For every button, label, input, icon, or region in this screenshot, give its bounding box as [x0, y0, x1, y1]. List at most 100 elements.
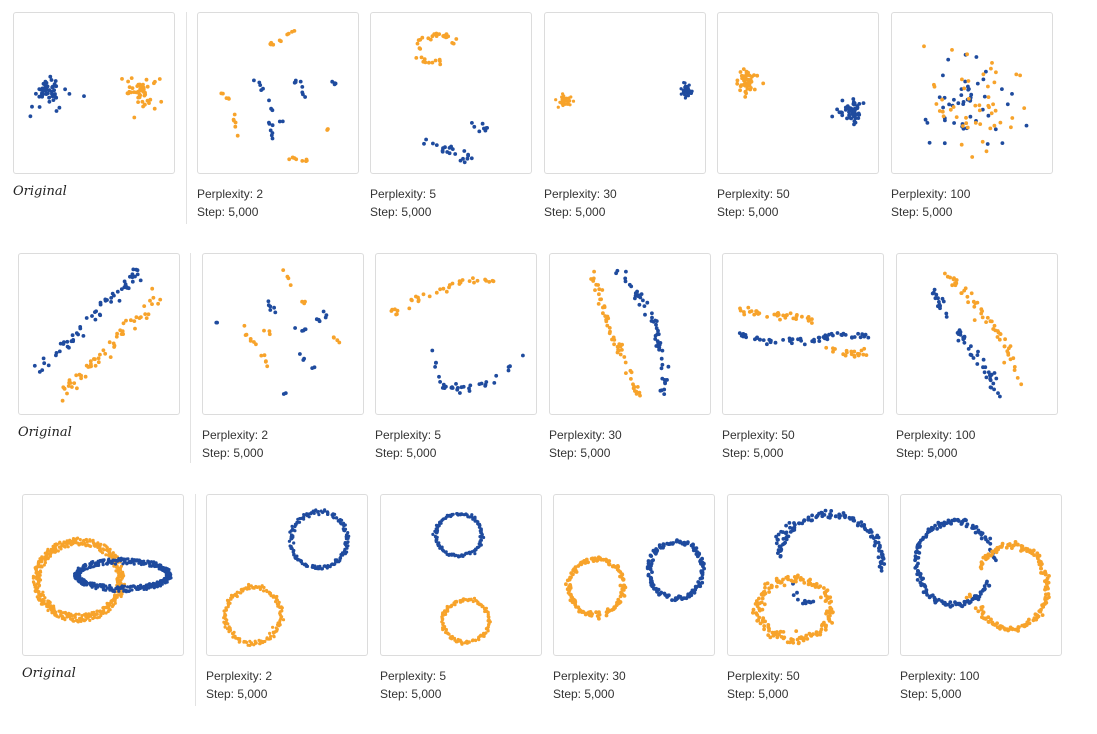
blue-point	[341, 553, 345, 557]
blue-point	[334, 516, 339, 520]
tsne-plot-p2	[197, 12, 359, 174]
orange-point	[561, 100, 565, 104]
blue-point	[660, 376, 665, 381]
blue-point	[810, 518, 814, 523]
orange-point	[278, 610, 282, 614]
blue-point	[981, 365, 985, 370]
blue-point	[65, 339, 70, 344]
blue-point	[852, 335, 857, 339]
orange-point	[438, 287, 442, 292]
original-plot-linked-rings	[22, 494, 184, 656]
orange-point	[992, 323, 997, 328]
blue-point	[975, 353, 980, 357]
orange-point	[83, 374, 88, 379]
orange-point	[141, 82, 145, 87]
blue-point	[959, 93, 964, 97]
blue-point	[942, 523, 946, 528]
orange-point	[46, 547, 50, 551]
orange-point	[966, 96, 971, 101]
orange-point	[999, 545, 1004, 549]
tsne-plot-p5	[380, 494, 542, 656]
blue-point	[57, 349, 62, 354]
blue-point	[82, 94, 86, 98]
orange-point	[801, 577, 805, 582]
perplexity-label: Perplexity: 2	[202, 428, 269, 442]
orange-point	[137, 316, 142, 320]
orange-point	[472, 596, 477, 600]
blue-point	[741, 334, 746, 339]
orange-point	[78, 538, 82, 542]
orange-point	[1040, 571, 1045, 575]
perplexity-label: Perplexity: 5	[380, 669, 447, 683]
blue-point	[881, 556, 886, 561]
blue-point	[287, 539, 291, 543]
orange-point	[471, 276, 475, 280]
blue-point	[929, 528, 934, 533]
orange-point	[637, 390, 642, 395]
orange-point	[751, 607, 756, 612]
orange-point	[244, 332, 249, 337]
orange-point	[815, 633, 820, 637]
orange-point	[85, 540, 89, 544]
blue-point	[103, 297, 108, 302]
orange-point	[747, 73, 752, 78]
blue-point	[468, 552, 472, 556]
tsne-plot-p30	[549, 253, 711, 415]
orange-point	[791, 640, 796, 645]
blue-point	[293, 529, 297, 533]
orange-point	[596, 302, 601, 306]
orange-point	[762, 589, 767, 594]
orange-point	[830, 621, 834, 625]
blue-point	[853, 120, 858, 125]
orange-point	[617, 342, 622, 346]
blue-point	[130, 279, 135, 284]
blue-point	[317, 513, 321, 517]
orange-point	[451, 41, 456, 46]
orange-point	[819, 595, 823, 600]
blue-point	[164, 572, 169, 576]
blue-point	[682, 596, 686, 600]
blue-point	[973, 530, 978, 535]
orange-point	[229, 596, 233, 600]
orange-point	[754, 599, 759, 603]
blue-point	[126, 557, 130, 561]
blue-point	[342, 524, 346, 528]
orange-point	[70, 385, 74, 389]
orange-point	[457, 279, 462, 284]
orange-point	[778, 629, 783, 634]
blue-point	[289, 544, 293, 549]
blue-point	[761, 338, 766, 342]
blue-point	[862, 334, 867, 339]
blue-point	[660, 348, 665, 353]
blue-point	[988, 541, 993, 546]
orange-point	[258, 641, 262, 646]
blue-point	[806, 517, 811, 522]
blue-point	[781, 537, 786, 541]
orange-point	[997, 625, 1002, 630]
orange-point	[791, 638, 795, 642]
blue-point	[936, 296, 940, 301]
blue-point	[155, 564, 159, 568]
blue-point	[343, 552, 347, 556]
orange-point	[288, 283, 293, 287]
orange-point	[808, 577, 812, 582]
orange-point	[998, 120, 1003, 125]
original-label: Original	[22, 666, 76, 681]
blue-point	[856, 116, 861, 120]
perplexity-label: Perplexity: 5	[375, 428, 442, 442]
blue-point	[54, 109, 59, 113]
blue-point	[302, 513, 306, 517]
orange-point	[966, 300, 970, 305]
orange-point	[1016, 542, 1020, 547]
blue-point	[483, 128, 488, 133]
blue-point	[462, 149, 467, 153]
blue-point	[93, 317, 98, 322]
orange-point	[742, 310, 746, 314]
orange-point	[757, 606, 762, 611]
orange-point	[1044, 592, 1048, 597]
orange-point	[61, 385, 66, 390]
orange-point	[965, 52, 969, 57]
orange-point	[95, 616, 99, 620]
orange-point	[973, 301, 978, 306]
blue-point	[117, 589, 121, 593]
